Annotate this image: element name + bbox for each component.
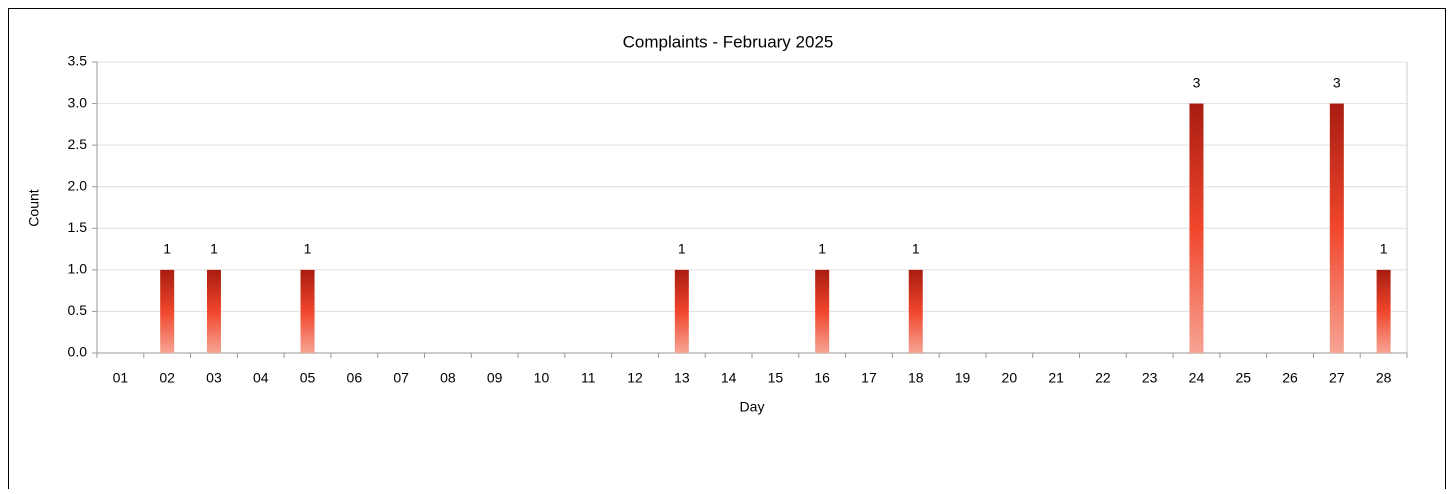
data-label: 1 — [818, 241, 826, 257]
x-tick-label: 07 — [393, 370, 409, 386]
data-label: 1 — [210, 241, 218, 257]
data-label: 3 — [1333, 74, 1341, 90]
x-tick-label: 21 — [1048, 370, 1064, 386]
x-tick-label: 08 — [440, 370, 456, 386]
bar — [815, 269, 830, 353]
y-tick-label: 2.0 — [68, 177, 88, 193]
x-tick-label: 17 — [861, 370, 877, 386]
x-tick-label: 13 — [674, 370, 690, 386]
y-tick-label: 0.0 — [68, 344, 88, 360]
y-tick-label: 1.0 — [68, 261, 88, 277]
x-tick-label: 09 — [487, 370, 503, 386]
x-tick-label: 22 — [1095, 370, 1111, 386]
x-tick-label: 01 — [113, 370, 129, 386]
y-tick-label: 3.5 — [68, 53, 88, 69]
x-tick-label: 11 — [581, 370, 596, 386]
x-tick-label: 03 — [206, 370, 222, 386]
x-tick-label: 20 — [1002, 370, 1018, 386]
x-tick-label: 25 — [1235, 370, 1251, 386]
bar — [1329, 103, 1344, 353]
x-tick-label: 15 — [768, 370, 784, 386]
x-tick-label: 27 — [1329, 370, 1345, 386]
bar — [206, 269, 221, 353]
bar — [1189, 103, 1204, 353]
y-tick-label: 2.5 — [68, 136, 88, 152]
x-tick-label: 06 — [347, 370, 363, 386]
frame — [8, 8, 1446, 494]
bar — [674, 269, 689, 353]
x-tick-label: 05 — [300, 370, 316, 386]
x-tick-label: 12 — [627, 370, 643, 386]
data-label: 1 — [1380, 241, 1388, 257]
y-axis-label: Count — [26, 189, 42, 226]
chart-title: Complaints - February 2025 — [623, 32, 834, 51]
data-label: 1 — [304, 241, 312, 257]
data-label: 1 — [678, 241, 686, 257]
x-tick-label: 26 — [1282, 370, 1298, 386]
y-tick-label: 1.5 — [68, 219, 88, 235]
bar — [908, 269, 923, 353]
y-tick-label: 0.5 — [68, 302, 88, 318]
data-label: 1 — [163, 241, 171, 257]
x-tick-label: 04 — [253, 370, 269, 386]
x-tick-label: 16 — [814, 370, 830, 386]
bar — [1376, 269, 1391, 353]
x-tick-label: 14 — [721, 370, 737, 386]
data-label: 3 — [1193, 74, 1201, 90]
x-tick-label: 10 — [534, 370, 550, 386]
data-label: 1 — [912, 241, 920, 257]
bar — [160, 269, 175, 353]
x-axis-label: Day — [740, 399, 765, 415]
x-tick-label: 19 — [955, 370, 971, 386]
x-tick-label: 24 — [1189, 370, 1205, 386]
x-tick-label: 23 — [1142, 370, 1158, 386]
x-tick-label: 02 — [159, 370, 175, 386]
bar — [300, 269, 315, 353]
y-tick-label: 3.0 — [68, 94, 88, 110]
x-tick-label: 28 — [1376, 370, 1392, 386]
x-tick-label: 18 — [908, 370, 924, 386]
